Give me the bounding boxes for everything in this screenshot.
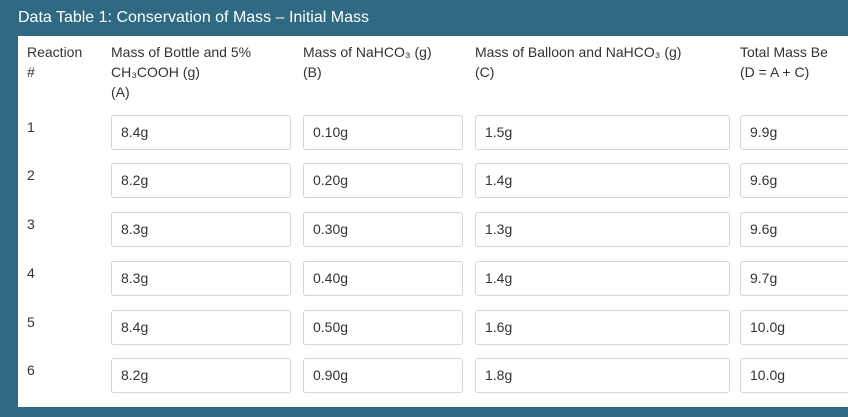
mass-nahco3-input[interactable]: 0.10g [303, 115, 463, 150]
header-total-mass: Total Mass Be (D = A + C) [740, 42, 828, 82]
mass-balloon-input[interactable]: 1.8g [475, 358, 730, 393]
total-mass-input[interactable]: 9.6g [740, 163, 848, 198]
mass-nahco3-input[interactable]: 0.20g [303, 163, 463, 198]
mass-balloon-input[interactable]: 1.6g [475, 310, 730, 345]
mass-balloon-input[interactable]: 1.4g [475, 261, 730, 296]
row-number: 5 [27, 314, 35, 330]
mass-nahco3-input[interactable]: 0.50g [303, 310, 463, 345]
header-mass-bottle: Mass of Bottle and 5% CH₃COOH (g) (A) [111, 42, 251, 102]
header-mass-nahco3-line2: (B) [303, 64, 322, 80]
header-mass-bottle-line2: CH₃COOH (g) [111, 64, 200, 80]
header-mass-nahco3: Mass of NaHCO₃ (g) (B) [303, 42, 432, 82]
header-reaction: Reaction # [27, 42, 82, 82]
total-mass-input[interactable]: 9.7g [740, 261, 848, 296]
mass-balloon-input[interactable]: 1.3g [475, 212, 730, 247]
mass-bottle-input[interactable]: 8.2g [111, 358, 291, 393]
row-number: 6 [27, 362, 35, 378]
mass-bottle-input[interactable]: 8.2g [111, 163, 291, 198]
mass-nahco3-input[interactable]: 0.90g [303, 358, 463, 393]
header-mass-bottle-line3: (A) [111, 84, 130, 100]
header-mass-balloon-line2: (C) [475, 64, 495, 80]
total-mass-input[interactable]: 9.9g [740, 115, 848, 150]
row-number: 4 [27, 265, 35, 281]
mass-bottle-input[interactable]: 8.3g [111, 212, 291, 247]
mass-bottle-input[interactable]: 8.3g [111, 261, 291, 296]
mass-nahco3-input[interactable]: 0.30g [303, 212, 463, 247]
data-table: Reaction # Mass of Bottle and 5% CH₃COOH… [18, 36, 848, 407]
mass-bottle-input[interactable]: 8.4g [111, 115, 291, 150]
row-number: 1 [27, 119, 35, 135]
header-mass-nahco3-line1: Mass of NaHCO₃ (g) [303, 44, 432, 60]
mass-bottle-input[interactable]: 8.4g [111, 310, 291, 345]
bottom-border [0, 407, 848, 417]
header-mass-balloon: Mass of Balloon and NaHCO₃ (g) (C) [475, 42, 681, 82]
header-mass-balloon-line1: Mass of Balloon and NaHCO₃ (g) [475, 44, 682, 60]
mass-balloon-input[interactable]: 1.5g [475, 115, 730, 150]
header-total-mass-line1: Total Mass Be [740, 44, 828, 60]
total-mass-input[interactable]: 10.0g [740, 310, 848, 345]
mass-balloon-input[interactable]: 1.4g [475, 163, 730, 198]
header-reaction-line1: Reaction [27, 44, 83, 60]
header-mass-bottle-line1: Mass of Bottle and 5% [111, 44, 252, 60]
mass-nahco3-input[interactable]: 0.40g [303, 261, 463, 296]
header-reaction-line2: # [27, 64, 35, 80]
table-title: Data Table 1: Conservation of Mass – Ini… [18, 9, 369, 26]
row-number: 2 [27, 167, 35, 183]
row-number: 3 [27, 216, 35, 232]
total-mass-input[interactable]: 10.0g [740, 358, 848, 393]
total-mass-input[interactable]: 9.6g [740, 212, 848, 247]
header-total-mass-line2: (D = A + C) [740, 64, 810, 80]
